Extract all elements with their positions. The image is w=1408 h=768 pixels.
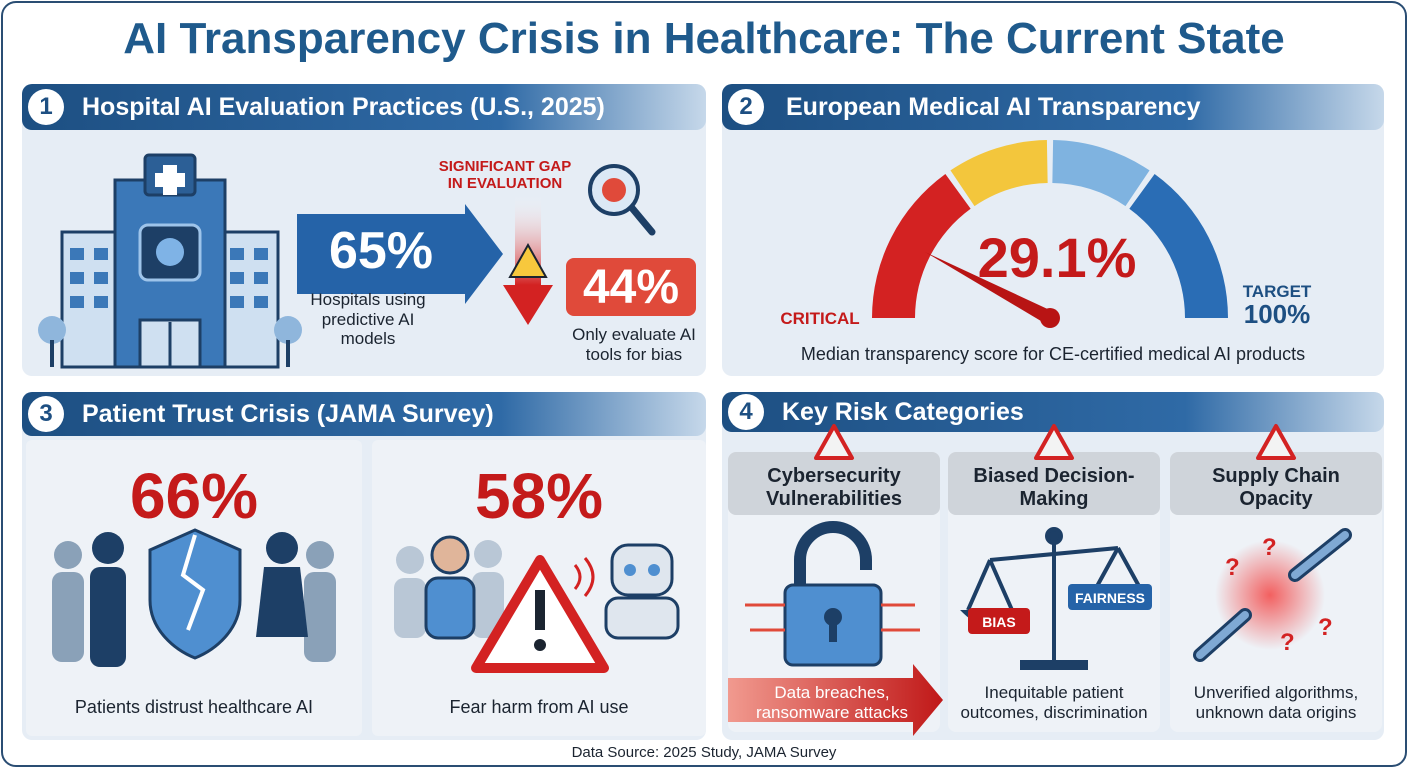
stat-caption: Fear harm from AI use: [449, 697, 629, 717]
risk-description: Unverified algorithms, unknown data orig…: [1193, 683, 1359, 722]
warning-icons: [814, 424, 1296, 460]
gap-arrows: [297, 164, 696, 325]
bias-tag: [968, 608, 1030, 634]
stat-value: 65%: [328, 222, 434, 280]
needle: [925, 252, 1060, 328]
svg-text:?: ?: [1318, 614, 1333, 641]
panel-number: 1: [28, 89, 64, 125]
panel-title: European Medical AI Transparency: [786, 93, 1201, 121]
svg-text:?: ?: [1225, 554, 1240, 581]
panel-number: 4: [728, 394, 764, 430]
tag: FAIRNESS: [1074, 590, 1145, 606]
target-value: 100%: [1243, 299, 1311, 329]
risk-name: Cybersecurity Vulnerabilities: [766, 465, 902, 510]
stat-value: 66%: [129, 460, 259, 532]
panel-title: Key Risk Categories: [782, 398, 1024, 426]
source: Data Source: 2025 Study, JAMA Survey: [571, 744, 837, 761]
stat-caption: Only evaluate AI tools for bias: [572, 325, 696, 364]
risk-description: Data breaches, ransomware attacks: [755, 683, 909, 722]
risk-name: Supply Chain Opacity: [1212, 465, 1340, 510]
gauge-segment: [1129, 173, 1228, 318]
lock-icon: [728, 521, 943, 736]
svg-text:?: ?: [1280, 629, 1295, 656]
stat-caption: Patients distrust healthcare AI: [74, 697, 314, 717]
hospital-icon: [38, 153, 302, 369]
stat-value: 58%: [474, 460, 604, 532]
svg-text:?: ?: [1262, 534, 1277, 561]
panel-title: Patient Trust Crisis (JAMA Survey): [82, 400, 494, 428]
gap-label: SIGNIFICANT GAP IN EVALUATION: [438, 158, 572, 193]
stat-value: 44%: [582, 261, 680, 314]
panel-number: 2: [728, 89, 764, 125]
panel-headers: [22, 84, 1384, 436]
stat-caption: Hospitals using predictive AI models: [310, 290, 426, 349]
low-label: CRITICAL: [780, 309, 860, 328]
gauge-caption: Median transparency score for CE-certifi…: [800, 344, 1306, 364]
title: AI Transparency Crisis in Healthcare: Th…: [123, 14, 1285, 63]
gauge-segment: [1052, 140, 1150, 207]
people-icon: [52, 528, 336, 667]
harm-icon: [394, 535, 680, 673]
gauge-segment: [872, 173, 971, 318]
fairness-tag: [1068, 584, 1152, 610]
gauge-segment: [950, 140, 1048, 207]
panel-number: 3: [28, 396, 64, 432]
tag: BIAS: [982, 614, 1016, 630]
target-label: TARGET: [1242, 282, 1312, 301]
risk-name: Biased Decision-Making: [973, 465, 1135, 510]
gauge: [872, 140, 1228, 318]
gauge-value: 29.1%: [977, 226, 1137, 289]
chain-icon: ????: [1193, 528, 1352, 662]
risk-description: Inequitable patient outcomes, discrimina…: [960, 683, 1148, 722]
panel-title: Hospital AI Evaluation Practices (U.S., …: [82, 93, 605, 121]
